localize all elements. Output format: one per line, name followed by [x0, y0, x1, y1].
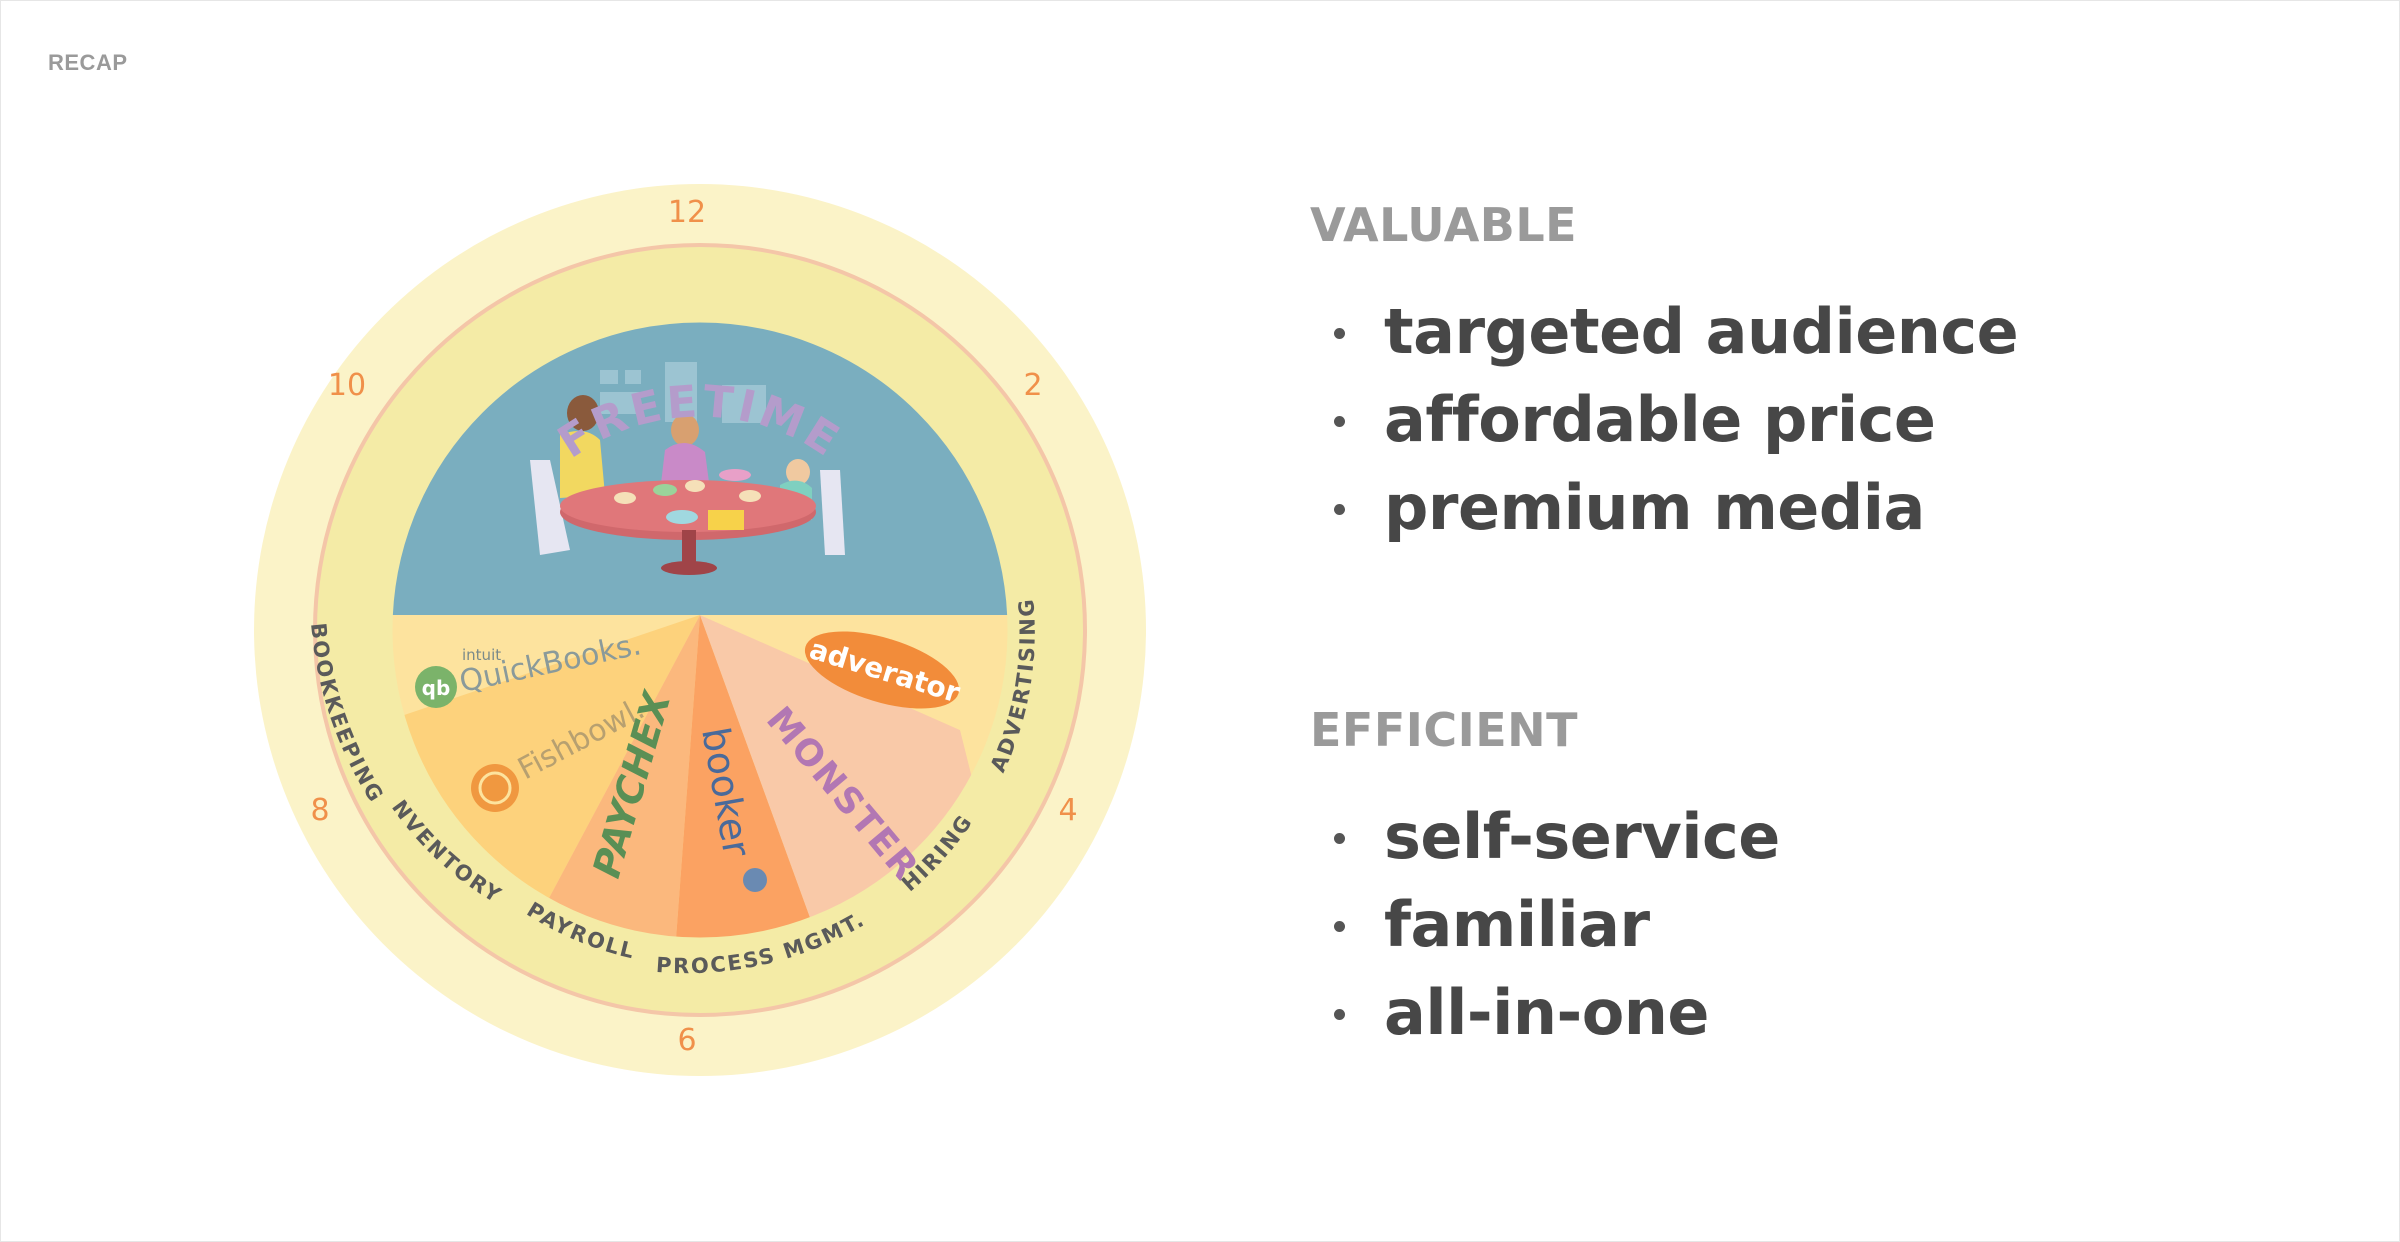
- valuable-heading: VALUABLE: [1310, 198, 1578, 252]
- hour-2: 2: [1023, 368, 1042, 403]
- bullet-icon: [1334, 328, 1345, 339]
- bullet-icon: [1334, 1009, 1345, 1020]
- list-item: self-service: [1310, 793, 1780, 881]
- recap-label: RECAP: [48, 50, 128, 75]
- list-item: familiar: [1310, 881, 1780, 969]
- efficient-list: self-service familiar all-in-one: [1310, 793, 1780, 1057]
- list-item: affordable price: [1310, 376, 2018, 464]
- valuable-list: targeted audience affordable price premi…: [1310, 288, 2019, 552]
- valuable-section: VALUABLE targeted audience affordable pr…: [1310, 198, 2019, 552]
- efficient-heading: EFFICIENT: [1310, 703, 1579, 757]
- wedge-process: [670, 615, 840, 938]
- hour-10: 10: [328, 368, 366, 403]
- freetime-clock-diagram: 12 2 4 6 8 10 FREETIME BOOKKEEPING INVEN…: [240, 170, 1146, 1076]
- bullet-icon: [1334, 833, 1345, 844]
- svg-text:intuit: intuit: [462, 646, 501, 664]
- hour-numbers: 12 2 4 6 8 10: [310, 195, 1077, 1058]
- bullet-icon: [1334, 416, 1345, 427]
- hour-4: 4: [1058, 793, 1077, 828]
- hour-8: 8: [310, 793, 329, 828]
- svg-text:qb: qb: [422, 676, 451, 700]
- list-item: targeted audience: [1310, 288, 2019, 376]
- hour-6: 6: [677, 1023, 696, 1058]
- efficient-section: EFFICIENT self-service familiar all-in-o…: [1310, 703, 1780, 1057]
- list-item: all-in-one: [1310, 969, 1780, 1057]
- bullet-icon: [1334, 504, 1345, 515]
- bullet-icon: [1334, 921, 1345, 932]
- family-dinner-illustration: [530, 362, 845, 575]
- hour-12: 12: [668, 195, 706, 230]
- list-item: premium media: [1310, 464, 2018, 552]
